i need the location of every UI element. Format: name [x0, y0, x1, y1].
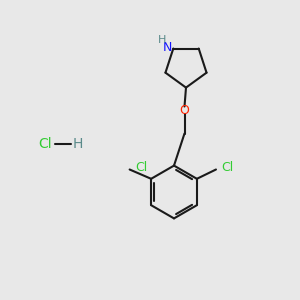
- Text: Cl: Cl: [135, 161, 147, 174]
- Text: Cl: Cl: [38, 137, 52, 151]
- Text: Cl: Cl: [221, 161, 234, 174]
- Text: H: H: [72, 137, 82, 151]
- Text: N: N: [163, 40, 172, 53]
- Text: H: H: [158, 35, 166, 45]
- Text: O: O: [180, 103, 189, 117]
